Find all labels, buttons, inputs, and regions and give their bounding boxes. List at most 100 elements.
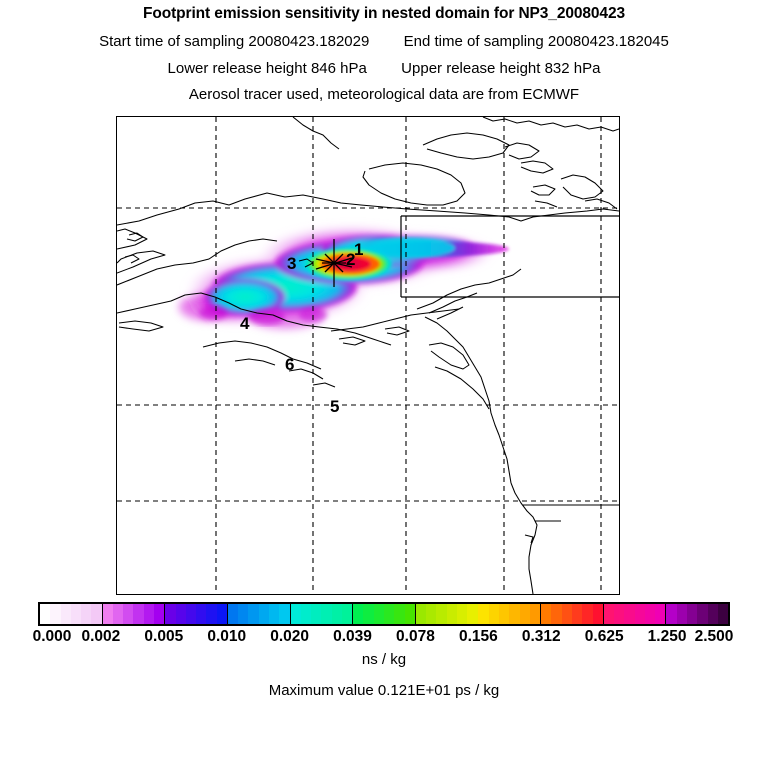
colorbar-segment-10 <box>666 604 729 624</box>
colorbar-band <box>279 604 290 624</box>
colorbar-band <box>415 604 427 624</box>
colorbar-band <box>717 604 729 624</box>
lower-release-height-label: Lower release height 846 hPa <box>167 60 367 77</box>
colorbar-unit-label: ns / kg <box>361 651 407 668</box>
colorbar-band <box>373 604 385 624</box>
colorbar-band <box>50 604 61 624</box>
plume-label-5: 5 <box>330 397 340 416</box>
colorbar-band <box>227 604 239 624</box>
colorbar-tick-1: 0.002 <box>81 628 121 645</box>
colorbar-segment-4 <box>290 604 354 624</box>
colorbar-band <box>541 604 552 624</box>
colorbar-band <box>311 604 322 624</box>
colorbar-tick-labels: 0.000 0.002 0.005 0.010 0.020 0.039 0.078 0.156… <box>0 628 768 648</box>
colorbar-tick-4: 0.020 <box>270 628 310 645</box>
colorbar-band <box>456 604 468 624</box>
colorbar-segment-2 <box>165 604 228 624</box>
colorbar-band <box>321 604 332 624</box>
colorbar-segment-3 <box>227 604 291 624</box>
colorbar-band <box>185 604 197 624</box>
colorbar-segment-9 <box>603 604 667 624</box>
colorbar-tick-8: 0.312 <box>521 628 561 645</box>
colorbar-band <box>446 604 457 624</box>
colorbar-band <box>644 604 656 624</box>
colorbar-band <box>467 604 478 624</box>
colorbar-tick-11: 2.500 <box>694 628 734 645</box>
colorbar-band <box>571 604 583 624</box>
colorbar-band <box>363 604 374 624</box>
colorbar-band <box>394 604 405 624</box>
colorbar-band <box>269 604 280 624</box>
colorbar-band <box>529 604 541 624</box>
page-title: Footprint emission sensitivity in nested… <box>143 5 625 22</box>
sampling-time-line: Start time of sampling 20080423.182029 E… <box>0 33 768 50</box>
colorbar-tick-0: 0.000 <box>32 628 72 645</box>
colorbar-band <box>436 604 447 624</box>
plume-label-4: 4 <box>240 314 250 333</box>
colorbar-tick-2: 0.005 <box>144 628 184 645</box>
colorbar-band <box>478 604 489 624</box>
colorbar-tick-9: 0.625 <box>584 628 624 645</box>
colorbar-band <box>248 604 259 624</box>
colorbar-band <box>582 604 593 624</box>
colorbar-band <box>519 604 530 624</box>
colorbar-band <box>686 604 698 624</box>
colorbar-band <box>91 604 102 624</box>
colorbar-band <box>488 604 500 624</box>
map-plot-area: 1 2 3 4 5 6 <box>116 116 620 595</box>
colorbar-band <box>592 604 603 624</box>
colorbar-band <box>196 604 207 624</box>
colorbar-band <box>300 604 312 624</box>
colorbar-tick-5: 0.039 <box>333 628 372 645</box>
footprint-plume <box>179 225 509 329</box>
plume-label-2: 2 <box>346 250 356 269</box>
graticule-lines <box>117 117 619 594</box>
colorbar-band <box>341 604 353 624</box>
colorbar-band <box>70 604 82 624</box>
colorbar-band <box>551 604 562 624</box>
map-canvas <box>117 117 619 594</box>
colorbar-band <box>290 604 301 624</box>
colorbar-band <box>561 604 572 624</box>
maximum-value-label: Maximum value 0.121E+01 ps / kg <box>268 682 500 699</box>
colorbar-band <box>404 604 415 624</box>
colorbar-band <box>707 604 718 624</box>
release-site-marker <box>315 239 353 287</box>
colorbar-band <box>143 604 155 624</box>
colorbar-segment-5 <box>353 604 416 624</box>
plume-label-6: 6 <box>285 355 295 374</box>
colorbar-segment-1 <box>102 604 166 624</box>
colorbar-band <box>634 604 645 624</box>
colorbar-band <box>353 604 364 624</box>
colorbar-band <box>133 604 144 624</box>
colorbar-band <box>655 604 666 624</box>
colorbar-band <box>216 604 227 624</box>
colorbar-band <box>175 604 186 624</box>
colorbar-tick-3: 0.010 <box>207 628 247 645</box>
colorbar-band <box>624 604 635 624</box>
tracer-label: Aerosol tracer used, meteorological data… <box>188 86 580 103</box>
release-height-line: Lower release height 846 hPa Upper relea… <box>0 60 768 77</box>
end-time-label: End time of sampling 20080423.182045 <box>403 33 669 50</box>
nested-domain-box <box>400 215 619 298</box>
colorbar-segment-0 <box>40 604 103 624</box>
colorbar-band <box>206 604 217 624</box>
colorbar-band <box>238 604 249 624</box>
colorbar-band <box>603 604 615 624</box>
colorbar-band <box>165 604 176 624</box>
plume-label-1: 1 <box>354 240 364 259</box>
colorbar-tick-7: 0.156 <box>458 628 498 645</box>
colorbar-band <box>112 604 124 624</box>
colorbar <box>38 602 730 626</box>
colorbar-band <box>102 604 113 624</box>
colorbar-segment-8 <box>541 604 604 624</box>
colorbar-band <box>60 604 71 624</box>
colorbar-band <box>697 604 708 624</box>
colorbar-band <box>331 604 342 624</box>
colorbar-band <box>384 604 395 624</box>
upper-release-height-label: Upper release height 832 hPa <box>401 60 601 77</box>
start-time-label: Start time of sampling 20080423.182029 <box>99 33 370 50</box>
colorbar-band <box>676 604 687 624</box>
colorbar-band <box>258 604 270 624</box>
